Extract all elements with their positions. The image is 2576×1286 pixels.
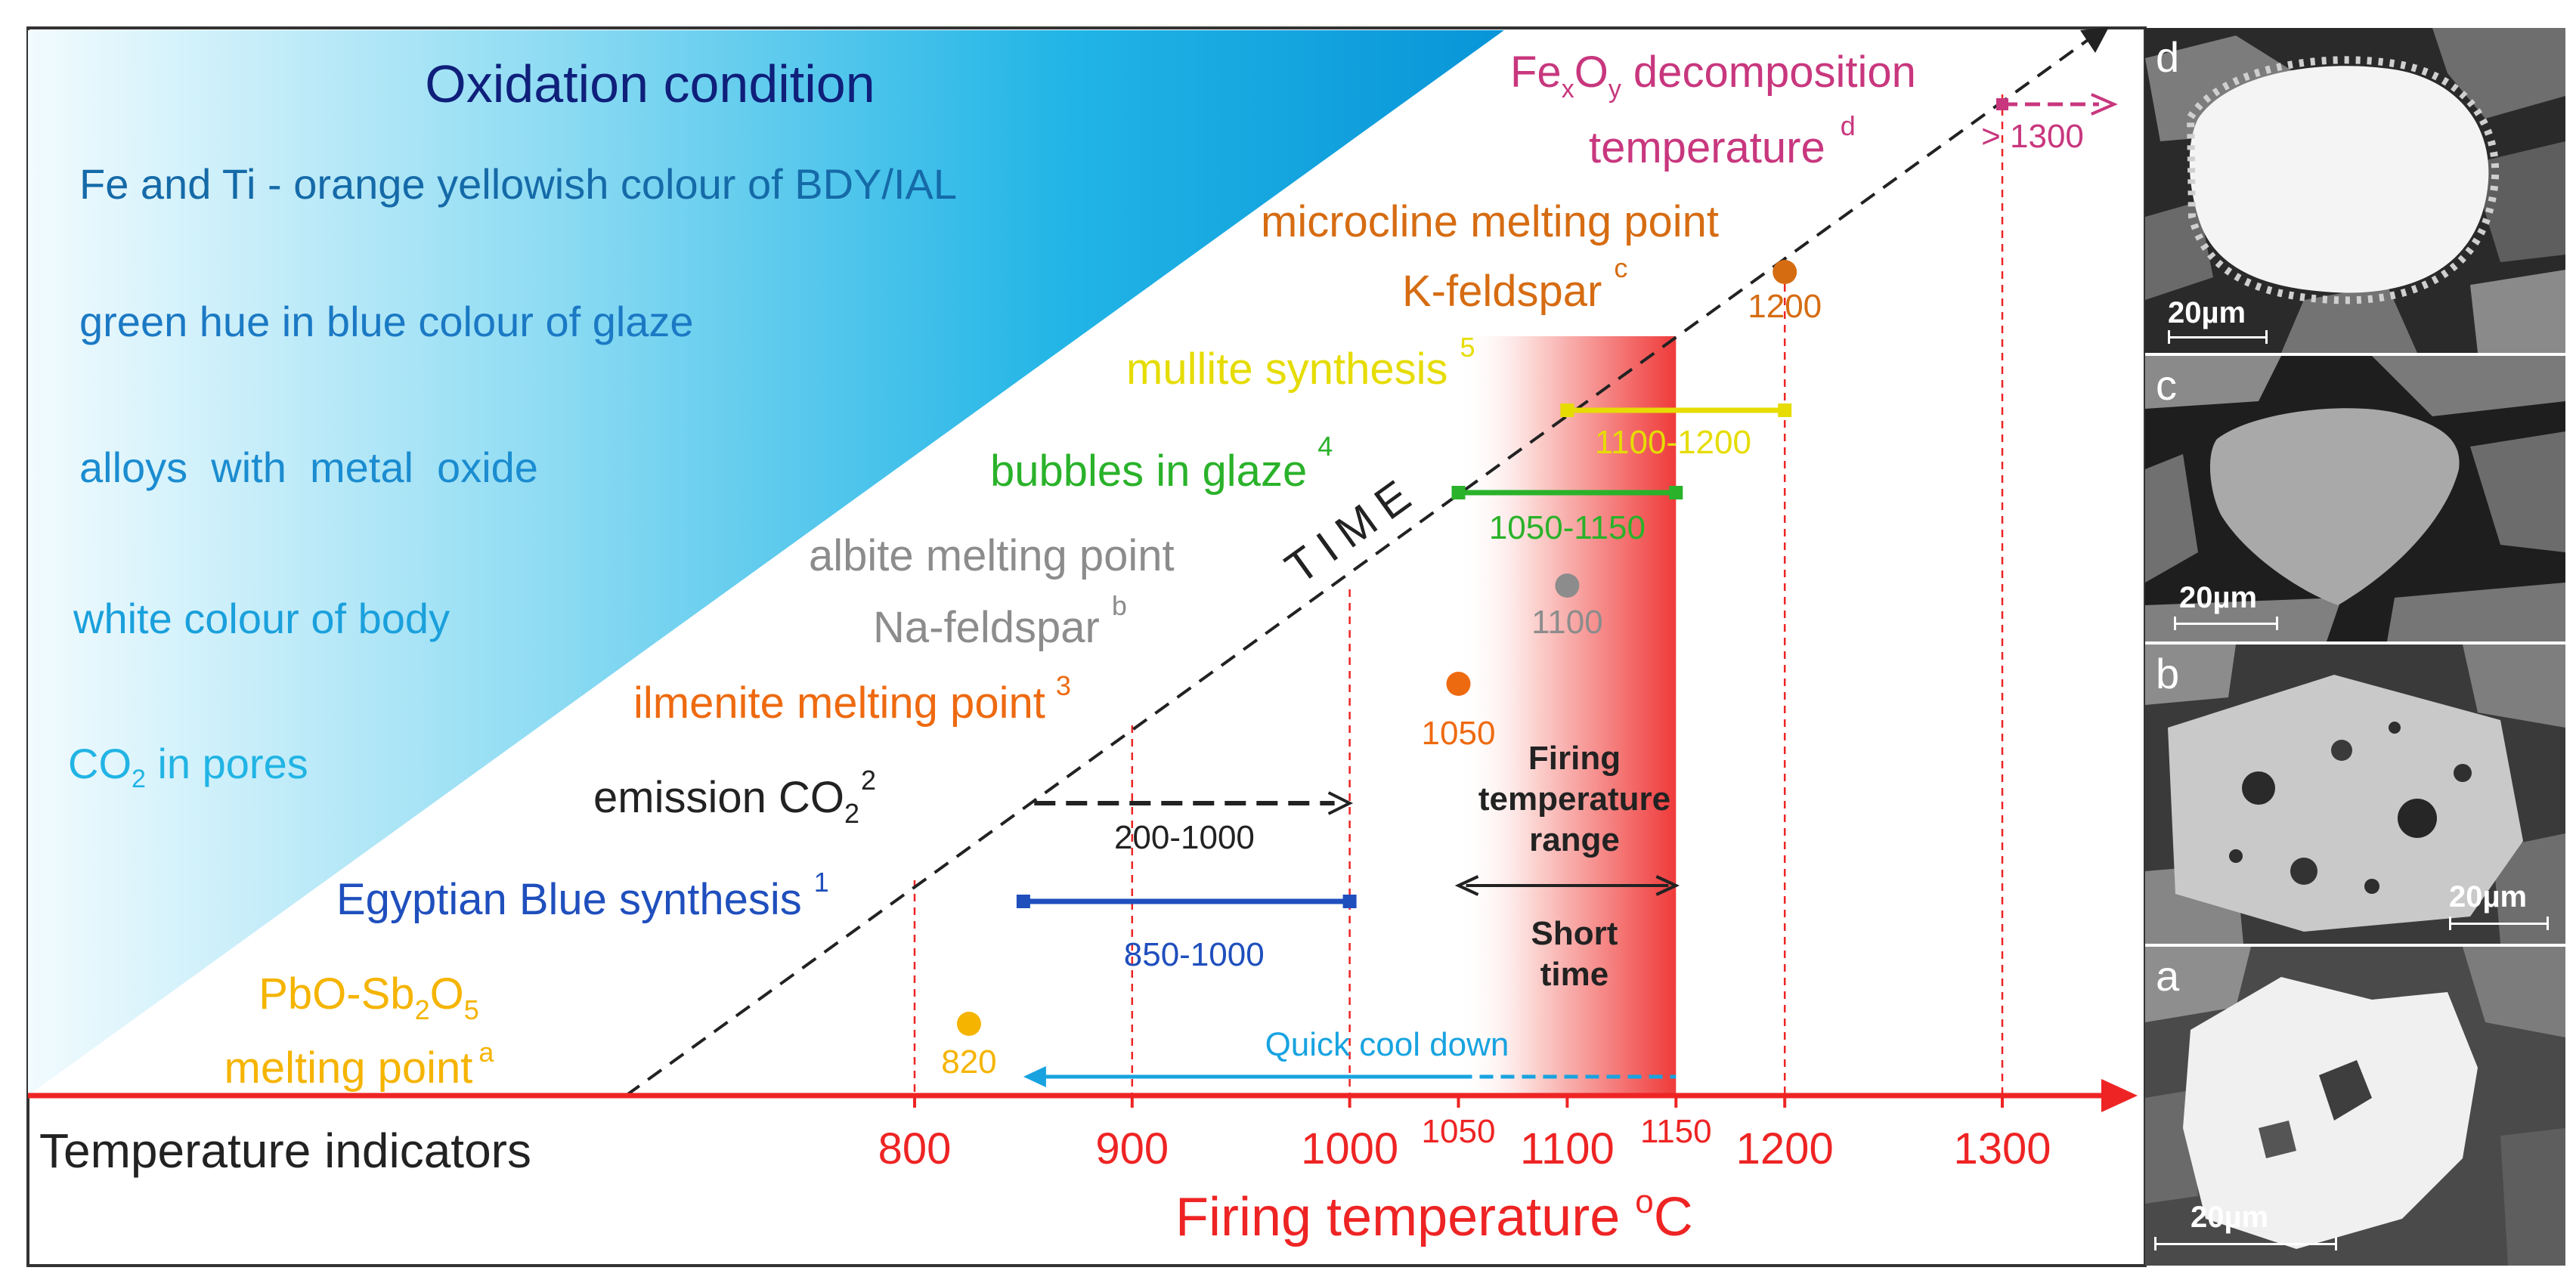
scale-bar-b	[2449, 917, 2549, 930]
micrograph-d-letter: d	[2156, 33, 2180, 81]
range-label: 1100-1200	[1595, 424, 1751, 461]
range-endcap	[1996, 98, 2008, 110]
oxidation-item-4: white colour of body	[73, 595, 450, 642]
range-endcap	[1669, 486, 1683, 499]
micrograph-b-letter: b	[2156, 650, 2180, 697]
x-tick-label: 1300	[1953, 1124, 2051, 1173]
scale-bar-c	[2174, 617, 2278, 630]
scale-label-c: 20µm	[2179, 581, 2258, 614]
indicator-point	[1555, 573, 1580, 598]
micrograph-c-letter: c	[2156, 361, 2177, 409]
albite-label-line2: Na-feldspar b	[873, 590, 1127, 652]
pbo-label-line1: PbO-Sb2O5	[259, 969, 479, 1025]
range-endcap	[1342, 895, 1357, 908]
oxidation-title: Oxidation condition	[425, 54, 875, 113]
fexoy-label-line2: temperature d	[1589, 110, 1856, 172]
range-arrowhead	[2091, 93, 2118, 116]
range-arrowhead	[1327, 791, 1354, 815]
micrograph-c-image	[2145, 356, 2565, 641]
oxidation-item-3: alloys with metal oxide	[79, 444, 538, 491]
micrograph-b: b 20µm	[2145, 645, 2565, 944]
panel-divider	[2145, 944, 2565, 947]
ilmenite-label: ilmenite melting point 3	[633, 670, 1071, 728]
data-marks: 850-1000 200-1000 1050-1150 1100-1200 > 1300…	[941, 93, 2118, 1087]
emission-co2-label: emission CO22	[593, 765, 876, 829]
oxidation-item-5: CO2 in pores	[68, 740, 308, 793]
oxidation-triangle	[28, 30, 1504, 1096]
point-label: 1100	[1531, 604, 1603, 641]
scale-label-a: 20µm	[2191, 1201, 2269, 1234]
x-tick-label: 1100	[1520, 1124, 1615, 1173]
scale-bar-a	[2154, 1237, 2337, 1250]
x-tick-label: 900	[1095, 1124, 1169, 1173]
firing-arrow-right	[1655, 875, 1680, 896]
microcline-label-line1: microcline melting point	[1261, 197, 1719, 246]
temperature-indicators-title: Temperature indicators	[39, 1124, 531, 1178]
micrograph-d-image	[2145, 28, 2565, 353]
micrograph-b-image	[2145, 645, 2565, 944]
panel-divider	[2145, 353, 2565, 356]
micrograph-c: c 20µm	[2145, 356, 2565, 641]
indicator-point	[956, 1012, 981, 1036]
mullite-label: mullite synthesis 5	[1126, 332, 1475, 394]
point-label: 820	[941, 1043, 996, 1080]
quick-cool-label: Quick cool down	[1265, 1026, 1509, 1063]
micrograph-a-letter: a	[2156, 952, 2180, 1000]
egyptian-blue-label: Egyptian Blue synthesis 1	[336, 867, 829, 924]
quick-cool-arrowhead	[1023, 1066, 1046, 1087]
x-tick-label: 1150	[1640, 1113, 1712, 1150]
point-label: 1200	[1748, 288, 1822, 325]
indicator-point	[1446, 672, 1471, 696]
scale-label-b: 20µm	[2449, 880, 2528, 913]
scale-bar-d	[2168, 330, 2268, 344]
firing-range-label-3: range	[1529, 821, 1620, 858]
firing-range-label-2: temperature	[1478, 781, 1670, 818]
bubbles-label: bubbles in glaze4	[990, 431, 1333, 496]
time-arrowhead	[2080, 27, 2109, 53]
range-label: 200-1000	[1114, 819, 1255, 856]
range-label: 1050-1150	[1489, 509, 1646, 546]
x-tick-label: 1000	[1301, 1124, 1398, 1173]
x-tick-label: 1050	[1422, 1113, 1496, 1150]
firing-arrow-left	[1454, 875, 1479, 896]
x-axis-arrowhead	[2101, 1079, 2138, 1112]
x-tick-label: 800	[878, 1124, 952, 1173]
pbo-label-line2: melting point a	[224, 1037, 495, 1093]
firing-range-band	[1458, 336, 1677, 1096]
indicator-point	[1773, 260, 1797, 284]
time-diagonal	[624, 29, 2103, 1097]
range-label: 850-1000	[1124, 936, 1265, 973]
point-label: 1050	[1422, 715, 1496, 752]
firing-range-arrow	[1454, 875, 1680, 896]
range-endcap	[1778, 403, 1792, 417]
short-time-label-1: Short	[1531, 915, 1618, 952]
range-endcap	[1560, 403, 1574, 417]
fexoy-label-line1: FexOy decomposition	[1510, 48, 1916, 104]
albite-label-line1: albite melting point	[809, 531, 1175, 580]
microcline-label-line2: K-feldspar c	[1402, 252, 1627, 316]
micrograph-a-image	[2145, 947, 2565, 1266]
x-tick-label: 1200	[1736, 1124, 1834, 1173]
micrograph-column: d 20µm c 20µm	[2145, 28, 2565, 1266]
micrograph-a: a 20µm	[2145, 947, 2565, 1266]
indicator-lines	[913, 94, 2004, 1096]
panel-divider	[2145, 641, 2565, 645]
micrograph-d: d 20µm	[2145, 28, 2565, 353]
scale-label-d: 20µm	[2168, 296, 2246, 329]
range-label: > 1300	[1981, 118, 2084, 155]
firing-range-label-1: Firing	[1528, 740, 1621, 777]
range-endcap	[1451, 486, 1466, 499]
x-axis-label: Firing temperature oC	[1175, 1183, 1693, 1247]
x-axis-ticks: 800 900 1000 1050 1100 1150 1200 1300	[878, 1096, 2051, 1173]
range-endcap	[1016, 895, 1030, 908]
short-time-label-2: time	[1540, 956, 1608, 993]
oxidation-item-1: Fe and Ti - orange yellowish colour of B…	[79, 160, 957, 208]
oxidation-item-2: green hue in blue colour of glaze	[79, 298, 694, 345]
